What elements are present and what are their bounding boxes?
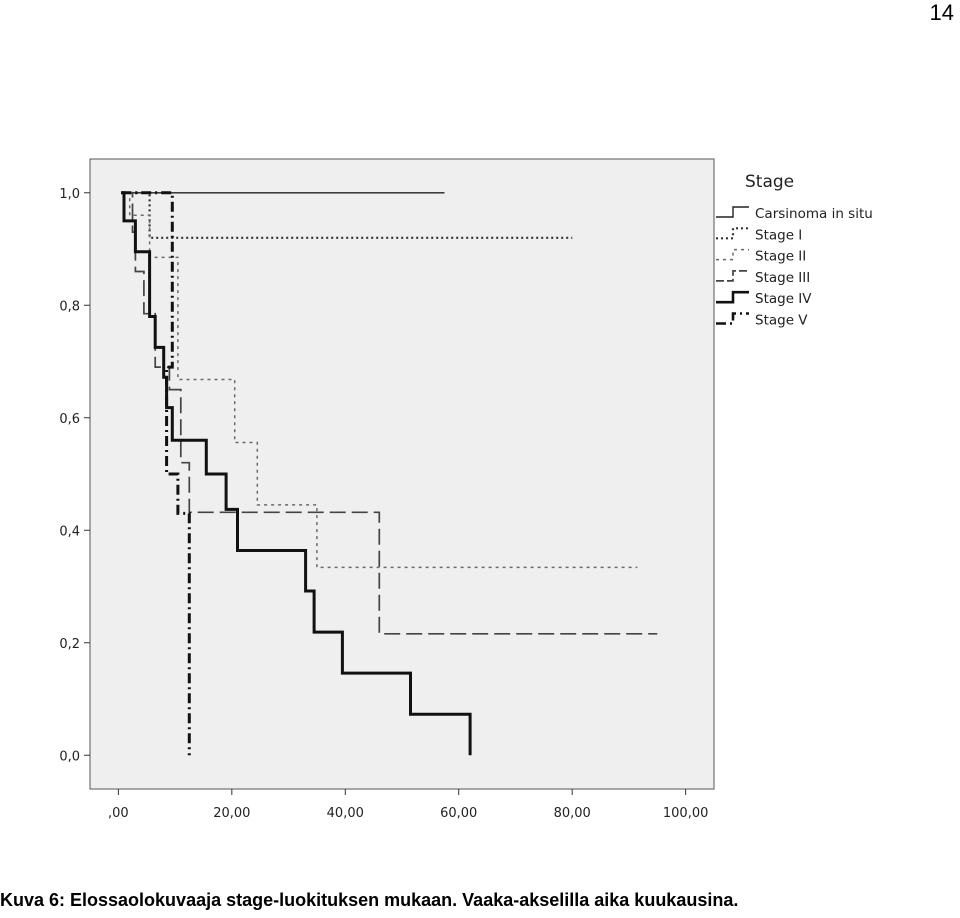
plot-area (89, 158, 715, 790)
legend-symbol-stage-iv (716, 290, 749, 304)
legend-symbol-stage-i (716, 227, 749, 240)
x-tick-label: 100,00 (663, 806, 709, 821)
legend-label-stage-iii: Stage III (755, 270, 810, 286)
x-tick-label: ,00 (108, 806, 129, 821)
legend-symbol-carsinoma-in-situ (716, 206, 749, 218)
series-layer (121, 191, 658, 756)
y-tick-label: 0,2 (59, 637, 80, 652)
legend-symbol-stage-iii (716, 270, 749, 282)
legend-label-stage-ii: Stage II (755, 249, 806, 265)
page-number: 14 (929, 0, 954, 25)
y-tick-label: 1,0 (59, 187, 80, 202)
legend: Stage Carsinoma in situ Stage I Stage II St… (716, 172, 873, 329)
legend-title: Stage (745, 172, 794, 192)
x-tick-label: 20,00 (213, 806, 250, 821)
x-tick-label: 80,00 (554, 806, 591, 821)
y-tick-label: 0,8 (59, 299, 80, 314)
figure-caption: Kuva 6: Elossaolokuvaaja stage-luokituks… (0, 890, 739, 910)
legend-label-stage-i: Stage I (755, 227, 802, 243)
legend-label-carsinoma-in-situ: Carsinoma in situ (755, 206, 873, 222)
legend-symbol-stage-v (716, 312, 749, 325)
legend-symbol-stage-ii (716, 248, 749, 261)
x-tick-label: 40,00 (327, 806, 364, 821)
y-axis: 0,0 0,2 0,4 0,6 0,8 1,0 (59, 187, 90, 764)
legend-label-stage-v: Stage V (755, 313, 808, 329)
y-tick-label: 0,0 (59, 749, 80, 764)
survival-chart: ,00 20,00 40,00 60,00 80,00 100,00 0,00,20,40… (59, 158, 873, 821)
series-line-stage-iv (121, 191, 472, 756)
legend-label-stage-iv: Stage IV (755, 291, 812, 307)
y-tick-label: 0,6 (59, 412, 80, 427)
y-tick-label: 0,4 (59, 524, 80, 539)
x-axis: ,00 20,00 40,00 60,00 80,00 100,00 (108, 789, 708, 821)
series-line-stage-v (121, 191, 191, 756)
series-line-stage-ii (121, 192, 638, 569)
x-tick-label: 60,00 (440, 806, 477, 821)
